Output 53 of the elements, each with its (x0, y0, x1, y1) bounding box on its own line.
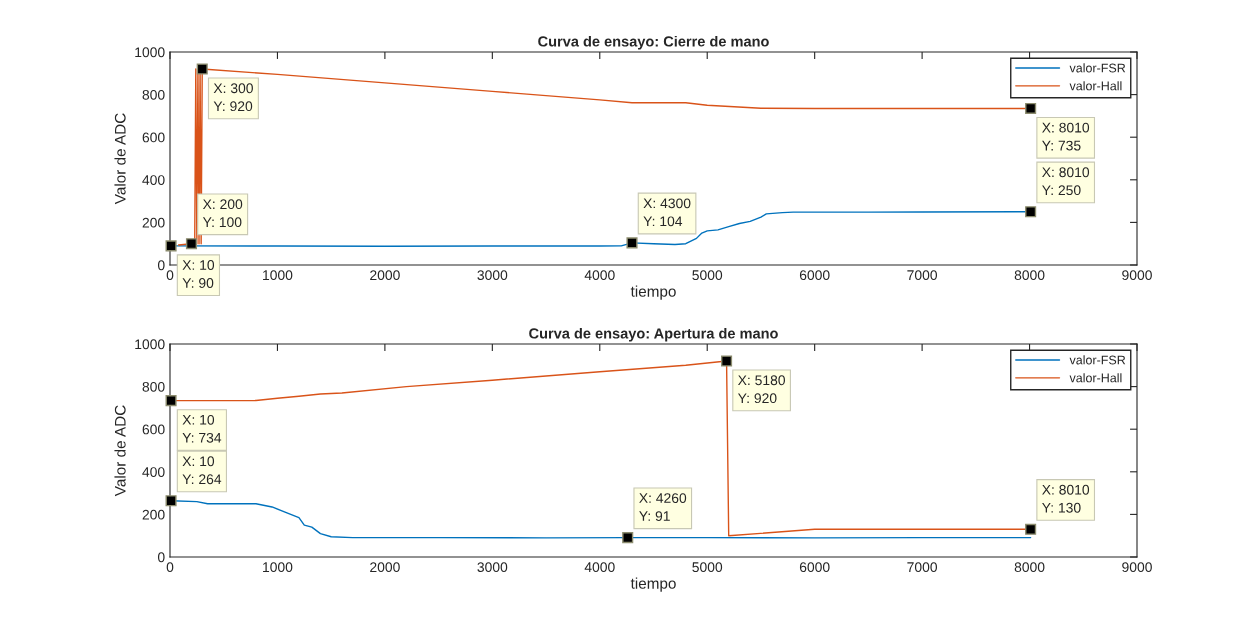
annotation: X: 10 Y: 264 (182, 456, 222, 485)
x-tick-label: 7000 (907, 562, 938, 573)
x-tick-label: 6000 (799, 270, 830, 281)
annotation: X: 8010 Y: 130 (1042, 484, 1090, 513)
legend-label: valor-FSR (1069, 355, 1126, 365)
y-tick-label: 400 (142, 467, 165, 477)
annotation: X: 300 Y: 920 (213, 83, 253, 112)
x-tick-label: 6000 (799, 562, 830, 573)
x-tick-label: 3000 (477, 562, 508, 573)
annotation: X: 4300 Y: 104 (643, 198, 691, 227)
x-tick-label: 9000 (1122, 562, 1152, 573)
chart-title: Curva de ensayo: Cierre de mano (538, 35, 769, 50)
y-tick-label: 0 (157, 260, 165, 271)
legend-label: valor-Hall (1069, 373, 1122, 383)
annotation: X: 10 Y: 90 (182, 260, 215, 288)
x-tick-label: 4000 (584, 270, 615, 281)
x-tick-label: 9000 (1122, 270, 1152, 281)
annotation: X: 10 Y: 734 (182, 414, 222, 443)
x-tick-label: 2000 (370, 270, 400, 281)
annotation: X: 4260 Y: 91 (639, 493, 687, 521)
y-axis-title: Valor de ADC (114, 113, 126, 205)
x-tick-label: 1000 (263, 562, 293, 573)
y-tick-label: 800 (142, 89, 165, 100)
y-tick-label: 400 (142, 175, 165, 185)
y-tick-label: 600 (142, 424, 165, 435)
y-axis-title: Valor de ADC (114, 405, 126, 497)
x-tick-label: 4000 (584, 562, 615, 573)
legend-label: valor-FSR (1069, 63, 1126, 73)
chart-title: Curva de ensayo: Apertura de mano (529, 327, 778, 342)
annotation: X: 8010 Y: 250 (1042, 167, 1090, 196)
x-tick-label: 0 (166, 270, 174, 281)
x-tick-label: 8000 (1014, 270, 1045, 281)
y-tick-label: 200 (142, 509, 165, 520)
x-tick-label: 8000 (1014, 562, 1045, 573)
x-tick-label: 0 (166, 562, 174, 573)
x-tick-label: 3000 (477, 270, 508, 281)
annotation: X: 8010 Y: 735 (1042, 122, 1090, 151)
legend-label: valor-Hall (1069, 81, 1122, 91)
y-tick-label: 200 (142, 217, 165, 228)
x-tick-label: 2000 (370, 562, 400, 573)
y-tick-label: 600 (142, 132, 165, 143)
y-tick-label: 1000 (135, 47, 165, 58)
y-tick-label: 0 (157, 552, 165, 563)
x-tick-label: 7000 (907, 270, 938, 281)
x-tick-label: 1000 (263, 270, 293, 281)
y-tick-label: 1000 (135, 339, 165, 350)
x-axis-title: tiempo (630, 285, 676, 300)
y-tick-label: 800 (142, 381, 165, 392)
annotation: X: 200 Y: 100 (202, 199, 243, 228)
x-tick-label: 5000 (692, 562, 723, 573)
annotation: X: 5180 Y: 920 (737, 375, 786, 404)
x-tick-label: 5000 (692, 270, 723, 281)
x-axis-title: tiempo (630, 577, 676, 592)
